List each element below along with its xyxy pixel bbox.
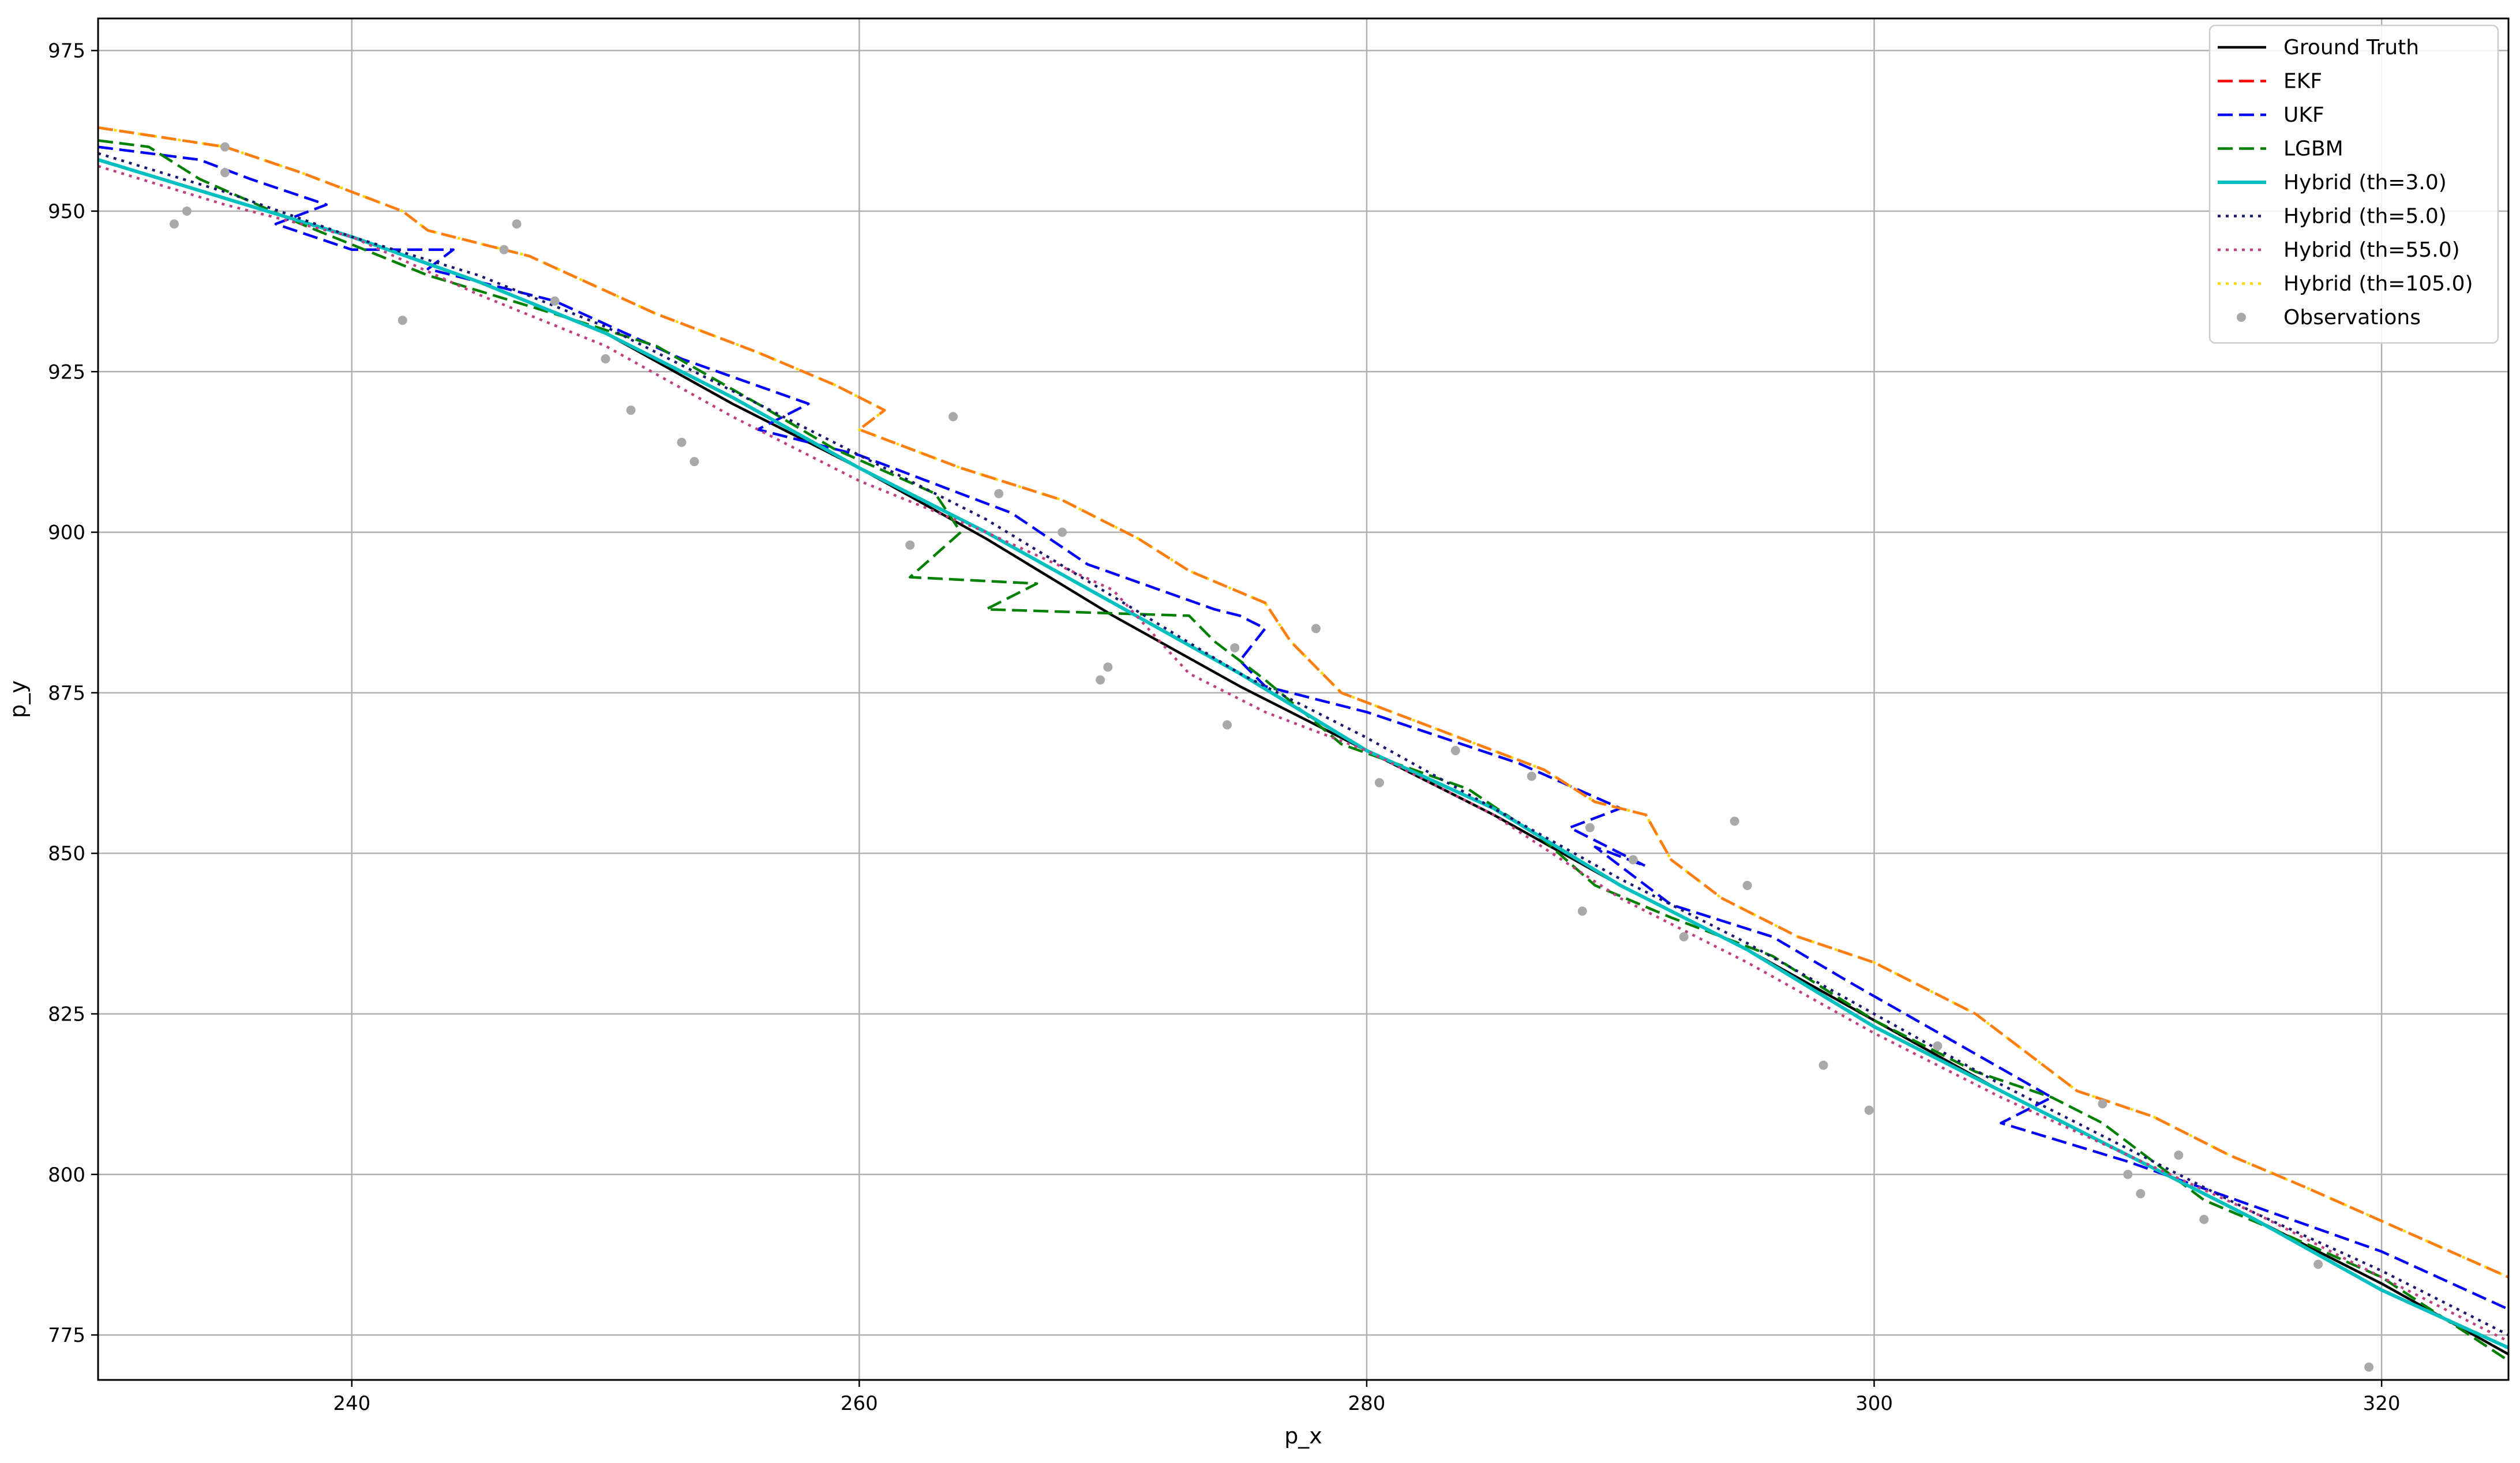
y-tick-label: 925 bbox=[48, 361, 85, 384]
hybrid-th-55-0-line bbox=[97, 164, 2510, 1343]
hybrid-th-3-0-line bbox=[97, 158, 2510, 1350]
x-axis-label: p_x bbox=[1284, 1423, 1322, 1449]
observation-point bbox=[601, 354, 610, 363]
x-tick-label: 280 bbox=[1348, 1392, 1385, 1415]
lgbm-line bbox=[97, 139, 2510, 1362]
observation-point bbox=[1096, 675, 1105, 685]
observation-point bbox=[499, 245, 509, 254]
legend-label: Hybrid (th=55.0) bbox=[2283, 238, 2460, 262]
legend-box bbox=[2208, 24, 2499, 344]
observation-point bbox=[2123, 1169, 2133, 1179]
legend-label: EKF bbox=[2283, 70, 2322, 93]
observation-point bbox=[1933, 1041, 1942, 1051]
observation-point bbox=[2136, 1189, 2146, 1199]
observation-point bbox=[2098, 1099, 2108, 1109]
legend-label: Hybrid (th=105.0) bbox=[2283, 272, 2473, 296]
observation-point bbox=[1374, 778, 1384, 787]
legend: Ground Truth EKF UKF LGBM Hybrid (th=3.0) Hyb… bbox=[2208, 24, 2499, 344]
hybrid-th-5-0-line bbox=[97, 152, 2510, 1337]
ekf-overlay-line bbox=[97, 126, 2509, 1278]
observation-point bbox=[1450, 746, 1460, 756]
observation-point bbox=[2174, 1150, 2184, 1160]
legend-label: Ground Truth bbox=[2283, 36, 2419, 59]
observation-point bbox=[1628, 855, 1638, 865]
y-tick-label: 900 bbox=[48, 522, 85, 545]
observation-point bbox=[1818, 1060, 1828, 1070]
observation-point bbox=[994, 489, 1004, 498]
axis-ticks: 240 260 280 300 320 775 800 825 850 875 900 925 950 9… bbox=[48, 40, 2400, 1415]
plot-frame bbox=[97, 17, 2510, 1381]
observation-point bbox=[677, 437, 687, 447]
observation-point bbox=[1103, 662, 1113, 672]
observation-point bbox=[1311, 624, 1321, 633]
observation-point bbox=[220, 168, 230, 178]
observation-point bbox=[2199, 1214, 2209, 1224]
y-tick-label: 975 bbox=[48, 40, 85, 63]
legend-label: Hybrid (th=3.0) bbox=[2283, 171, 2447, 194]
y-tick-label: 800 bbox=[48, 1164, 85, 1187]
observation-point bbox=[1527, 771, 1536, 781]
x-tick-label: 260 bbox=[841, 1392, 878, 1415]
plot-lines bbox=[97, 126, 2510, 1362]
observation-point bbox=[169, 219, 179, 229]
legend-marker-observations bbox=[2237, 313, 2246, 322]
observation-point bbox=[689, 457, 699, 467]
observation-point bbox=[1222, 720, 1232, 730]
y-tick-label: 850 bbox=[48, 842, 85, 865]
observation-point bbox=[1230, 643, 1240, 652]
legend-label: UKF bbox=[2283, 103, 2324, 127]
observation-point bbox=[905, 540, 915, 550]
observation-point bbox=[182, 206, 192, 216]
legend-label: Observations bbox=[2283, 306, 2421, 329]
observation-point bbox=[626, 406, 636, 415]
observation-point bbox=[512, 219, 522, 229]
observation-point bbox=[1730, 816, 1739, 826]
legend-label: Hybrid (th=5.0) bbox=[2283, 205, 2447, 228]
observation-point bbox=[1058, 527, 1067, 537]
observation-point bbox=[1577, 906, 1587, 916]
x-tick-label: 320 bbox=[2363, 1392, 2401, 1415]
y-axis-label: p_y bbox=[5, 680, 31, 718]
observation-point bbox=[397, 316, 407, 325]
x-tick-label: 300 bbox=[1855, 1392, 1893, 1415]
observation-point bbox=[550, 296, 560, 306]
observation-point bbox=[1679, 932, 1689, 941]
observation-point bbox=[1864, 1105, 1874, 1115]
observation-point bbox=[948, 412, 958, 422]
observation-points bbox=[169, 142, 2374, 1372]
y-tick-label: 875 bbox=[48, 682, 85, 705]
grid bbox=[98, 18, 2508, 1380]
ukf-line bbox=[97, 145, 2509, 1311]
observation-point bbox=[2364, 1362, 2374, 1372]
y-tick-label: 775 bbox=[48, 1324, 85, 1347]
observation-point bbox=[1585, 823, 1595, 832]
legend-label: LGBM bbox=[2283, 137, 2343, 161]
observation-point bbox=[2313, 1259, 2323, 1269]
y-tick-label: 825 bbox=[48, 1003, 85, 1026]
observation-point bbox=[1742, 880, 1752, 890]
observation-point bbox=[220, 142, 230, 152]
y-tick-label: 950 bbox=[48, 200, 85, 223]
x-tick-label: 240 bbox=[333, 1392, 370, 1415]
